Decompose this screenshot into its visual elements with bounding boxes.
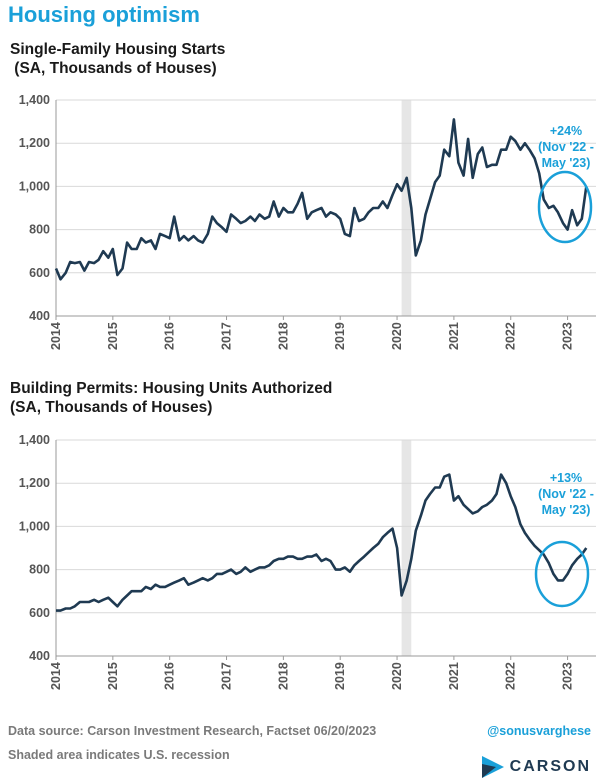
- chart-building-permits: 400 600 800 1,000 1,200 1,400 2014 2015 2016 2017…: [19, 433, 596, 690]
- y-tick-label: 1,200: [19, 136, 50, 150]
- x-tick-label: 2014: [49, 662, 63, 690]
- x-tick-label: 2022: [504, 322, 518, 350]
- y-tick-label: 600: [29, 266, 50, 280]
- x-tick-label: 2022: [504, 662, 518, 690]
- highlight-ellipse: [537, 170, 593, 244]
- x-tick-label: 2019: [333, 322, 347, 350]
- y-tick-label: 400: [29, 309, 50, 323]
- x-tick-label: 2016: [163, 322, 177, 350]
- annotation-label: (Nov '22 -: [538, 487, 594, 501]
- annotation-label: (Nov '22 -: [538, 140, 594, 154]
- y-tick-label: 400: [29, 649, 50, 663]
- x-tick-label: 2020: [390, 662, 404, 690]
- x-tick-label: 2018: [276, 662, 290, 690]
- x-tick-label: 2015: [106, 322, 120, 350]
- y-tick-label: 600: [29, 606, 50, 620]
- annotation-label: May '23): [542, 503, 591, 517]
- x-tick-label: 2020: [390, 322, 404, 350]
- carson-logo: CARSON: [481, 756, 591, 778]
- y-tick-label: 1,000: [19, 179, 50, 193]
- recession-shading: [401, 440, 412, 656]
- y-tick-label: 800: [29, 563, 50, 577]
- x-tick-label: 2015: [106, 662, 120, 690]
- highlight-ellipse: [534, 540, 590, 608]
- x-tick-label: 2021: [447, 662, 461, 690]
- chart-housing-starts: 400 600 800 1,000 1,200 1,400 2014 2015 2016 2017…: [19, 93, 596, 350]
- y-tick-label: 1,400: [19, 93, 50, 107]
- annotation-label: +13%: [550, 471, 582, 485]
- data-source-note: Data source: Carson Investment Research,…: [8, 724, 377, 738]
- x-tick-label: 2014: [49, 322, 63, 350]
- recession-shading: [401, 100, 412, 316]
- x-tick-label: 2017: [220, 662, 234, 690]
- x-tick-label: 2018: [276, 322, 290, 350]
- x-tick-label: 2023: [561, 662, 575, 690]
- series-line: [56, 473, 588, 612]
- y-tick-label: 800: [29, 223, 50, 237]
- recession-note: Shaded area indicates U.S. recession: [8, 748, 230, 762]
- y-tick-label: 1,200: [19, 476, 50, 490]
- y-tick-label: 1,400: [19, 433, 50, 447]
- y-tick-label: 1,000: [19, 519, 50, 533]
- page-title: Housing optimism: [8, 2, 200, 27]
- x-tick-label: 2019: [333, 662, 347, 690]
- chart-title-building-permits: Building Permits: Housing Units Authoriz…: [10, 380, 333, 416]
- author-handle[interactable]: @sonusvarghese: [487, 724, 591, 738]
- x-tick-label: 2021: [447, 322, 461, 350]
- annotation-label: May '23): [542, 156, 591, 170]
- x-tick-label: 2017: [220, 322, 234, 350]
- x-tick-label: 2023: [561, 322, 575, 350]
- carson-logo-text: CARSON: [509, 758, 591, 775]
- x-tick-label: 2016: [163, 662, 177, 690]
- carson-logo-icon: [481, 756, 504, 778]
- annotation-label: +24%: [550, 124, 582, 138]
- chart-title-housing-starts: Single-Family Housing Starts (SA, Thousa…: [10, 41, 226, 77]
- series-line: [54, 118, 588, 281]
